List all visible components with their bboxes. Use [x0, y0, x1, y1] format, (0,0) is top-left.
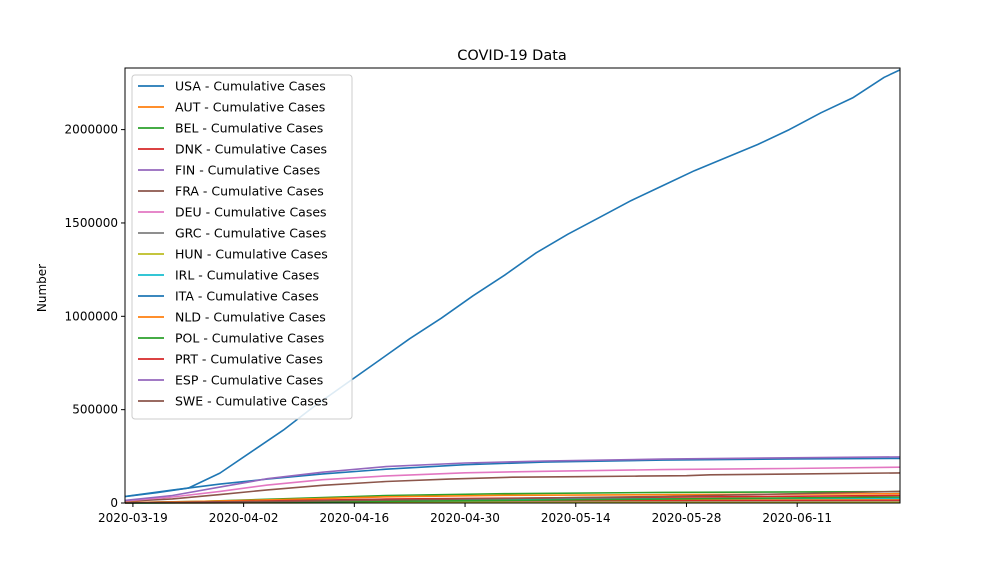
- legend-label-4: FIN - Cumulative Cases: [175, 163, 320, 178]
- legend-label-7: GRC - Cumulative Cases: [175, 226, 326, 241]
- series-line-0: [124, 69, 901, 498]
- x-tick-label-4: 2020-05-14: [541, 511, 611, 525]
- y-axis-title: Number: [35, 264, 49, 312]
- series-line-5: [124, 472, 901, 503]
- series-layer: [124, 69, 901, 504]
- legend-label-8: HUN - Cumulative Cases: [175, 247, 328, 262]
- legend-label-15: SWE - Cumulative Cases: [175, 394, 328, 409]
- legend-label-3: DNK - Cumulative Cases: [175, 142, 327, 157]
- x-tick-label-0: 2020-03-19: [98, 511, 168, 525]
- legend-label-12: POL - Cumulative Cases: [175, 331, 324, 346]
- legend-label-9: IRL - Cumulative Cases: [175, 268, 319, 283]
- y-tick-label-3: 1500000: [65, 216, 118, 230]
- series-line-15: [124, 490, 901, 504]
- legend-label-2: BEL - Cumulative Cases: [175, 121, 323, 136]
- y-tick-label-1: 500000: [72, 403, 118, 417]
- series-line-14: [124, 456, 901, 502]
- y-tick-label-2: 1000000: [65, 309, 118, 323]
- x-tick-label-5: 2020-05-28: [652, 511, 722, 525]
- legend-label-0: USA - Cumulative Cases: [175, 79, 326, 94]
- plot-frame: [124, 67, 901, 504]
- legend-label-5: FRA - Cumulative Cases: [175, 184, 324, 199]
- legend-label-1: AUT - Cumulative Cases: [175, 100, 325, 115]
- legend: USA - Cumulative Cases AUT - Cumulative C…: [131, 74, 353, 420]
- legend-label-11: NLD - Cumulative Cases: [175, 310, 326, 325]
- x-tick-label-2: 2020-04-16: [319, 511, 389, 525]
- y-axis-ticks: 0 500000 1000000 1500000 2000000: [65, 123, 125, 510]
- chart-title: COVID-19 Data: [457, 48, 567, 64]
- x-tick-label-1: 2020-04-02: [209, 511, 279, 525]
- y-tick-label-4: 2000000: [65, 123, 118, 137]
- x-tick-label-3: 2020-04-30: [430, 511, 500, 525]
- x-tick-label-6: 2020-06-11: [762, 511, 832, 525]
- x-axis-ticks: 2020-03-19 2020-04-02 2020-04-16 2020-04-30…: [98, 503, 832, 525]
- series-line-6: [124, 466, 901, 502]
- y-tick-label-0: 0: [110, 496, 118, 510]
- legend-label-10: ITA - Cumulative Cases: [175, 289, 319, 304]
- series-line-10: [124, 457, 901, 498]
- legend-label-14: ESP - Cumulative Cases: [175, 373, 323, 388]
- legend-label-6: DEU - Cumulative Cases: [175, 205, 327, 220]
- legend-label-13: PRT - Cumulative Cases: [175, 352, 323, 367]
- legend-box: [131, 74, 353, 420]
